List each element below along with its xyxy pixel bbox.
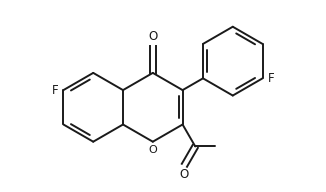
Text: F: F [268, 72, 274, 85]
Text: O: O [180, 168, 189, 181]
Text: F: F [52, 84, 58, 97]
Text: O: O [148, 145, 157, 155]
Text: O: O [148, 30, 157, 43]
